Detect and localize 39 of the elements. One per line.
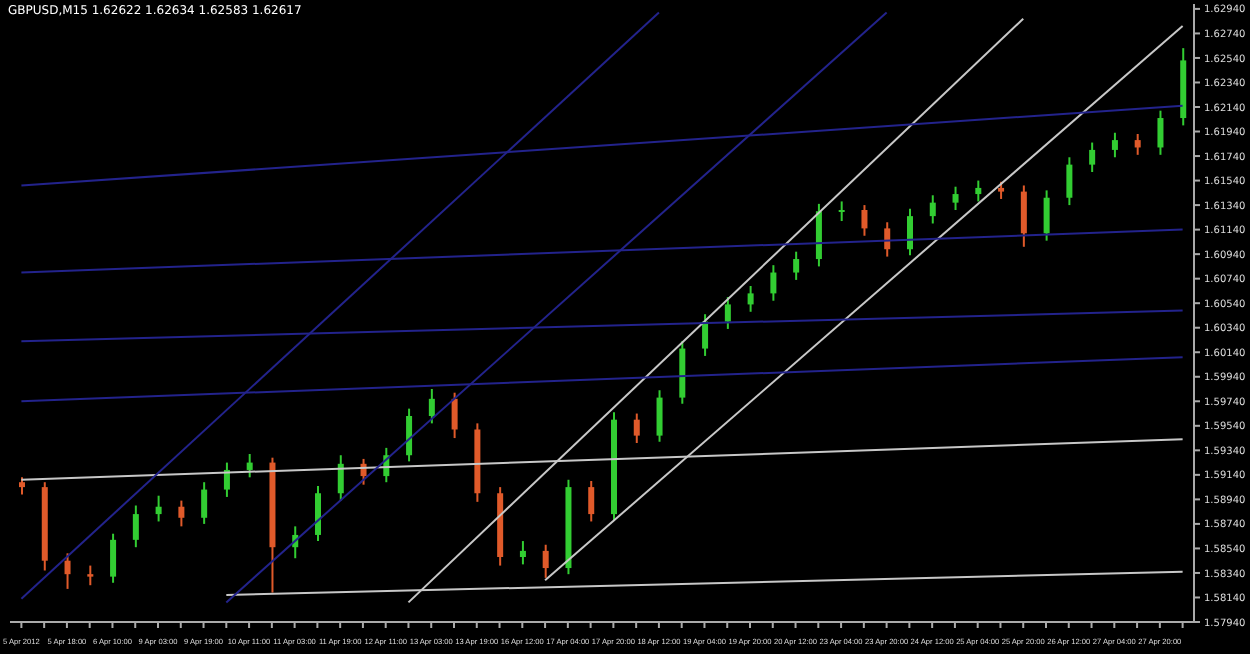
candlestick: [975, 179, 982, 203]
candlestick: [793, 250, 800, 281]
candlestick: [246, 453, 253, 479]
candlestick: [315, 484, 321, 543]
candlestick: [178, 499, 185, 528]
candlestick: [1020, 184, 1027, 248]
candlestick: [838, 200, 845, 223]
candlestick: [907, 207, 913, 257]
candlestick: [633, 412, 640, 444]
candlestick: [1157, 109, 1164, 156]
candlestick: [770, 264, 777, 302]
candlestick: [1066, 156, 1073, 207]
candlestick: [1111, 131, 1118, 159]
candlestick: [132, 504, 139, 549]
candlestick: [1089, 141, 1096, 173]
candlestick: [87, 564, 94, 587]
candlestick: [201, 481, 208, 525]
candlestick: [155, 494, 162, 523]
candlestick: [542, 543, 549, 579]
candlestick: [337, 454, 344, 502]
candlestick: [223, 461, 230, 498]
candlestick: [656, 389, 663, 443]
candlestick: [815, 202, 822, 268]
candlestick: [64, 552, 71, 590]
candlestick: [952, 185, 959, 211]
candlestick: [1043, 189, 1050, 242]
candlestick: [451, 391, 458, 440]
candlestick: [588, 479, 595, 523]
candlestick: [724, 296, 731, 330]
candlestick: [884, 221, 891, 258]
candlestick: [406, 407, 413, 463]
candlestick: [702, 313, 709, 357]
candlestick: [929, 194, 936, 225]
candlestick: [428, 388, 435, 425]
candlestick: [519, 540, 526, 566]
candlestick: [1134, 132, 1141, 156]
candlestick: [861, 204, 868, 237]
candlestick: [747, 285, 754, 313]
candlestick: [110, 532, 117, 584]
